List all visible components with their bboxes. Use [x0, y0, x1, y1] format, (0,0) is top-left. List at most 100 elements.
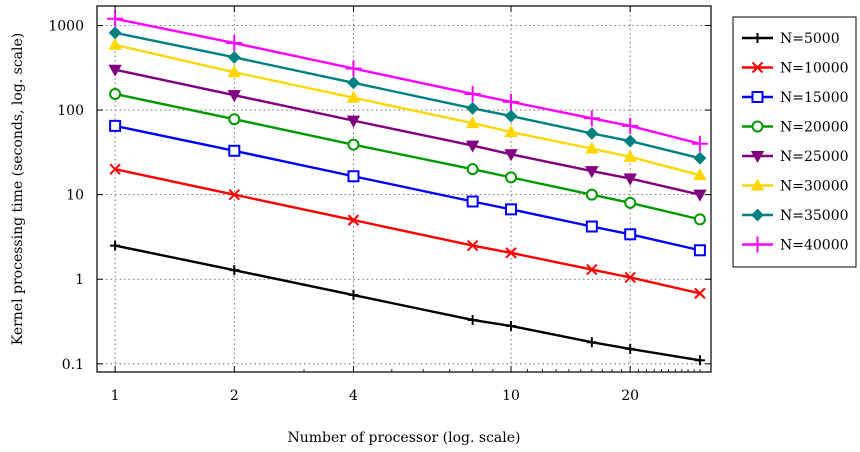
y-tick-label: 100: [57, 103, 84, 119]
series-n-25000: [108, 64, 707, 202]
data-point-marker: [226, 35, 243, 52]
data-point-marker: [585, 141, 599, 154]
data-point-marker: [466, 239, 479, 252]
x-axis-title: Number of processor (log. scale): [288, 430, 521, 446]
series-line: [114, 168, 701, 295]
series-lines: [107, 10, 708, 366]
data-point-marker: [623, 149, 637, 162]
data-point-marker: [346, 90, 361, 103]
data-point-marker: [623, 134, 637, 148]
data-point-marker: [693, 244, 706, 257]
data-point-marker: [751, 120, 764, 133]
series-n-5000: [110, 240, 705, 366]
data-point-marker: [505, 247, 517, 259]
legend-label: N=15000: [780, 90, 849, 106]
data-point-marker: [624, 196, 637, 209]
data-point-marker: [751, 61, 764, 74]
y-tick-label: 1: [75, 272, 84, 288]
x-tick-label: 4: [349, 388, 358, 404]
data-point-marker: [505, 171, 518, 184]
grid: [97, 6, 711, 372]
y-axis-title: Kernel processing time (seconds, log. sc…: [10, 33, 26, 346]
data-point-marker: [347, 138, 360, 151]
x-tick-label: 1: [111, 388, 120, 404]
data-point-marker: [466, 163, 479, 176]
legend-item: N=10000: [742, 61, 849, 77]
legend-label: N=30000: [780, 179, 849, 195]
series-n-10000: [109, 163, 706, 300]
axis-ticks: 1 2 4 10 20 0.1 1 10 100 1000: [48, 6, 711, 404]
data-point-marker: [345, 60, 362, 77]
plot-frame: [96, 5, 712, 373]
data-point-marker: [750, 151, 765, 164]
data-point-marker: [585, 166, 599, 179]
series-line: [114, 244, 701, 362]
legend-label: N=20000: [780, 120, 849, 136]
legend-label: N=5000: [780, 31, 840, 47]
data-point-marker: [109, 87, 122, 100]
data-point-marker: [505, 203, 518, 216]
legend-item: N=25000: [742, 149, 849, 165]
x-tick-label: 2: [230, 388, 239, 404]
y-tick-label: 10: [66, 188, 84, 204]
legend-item: N=40000: [742, 236, 849, 254]
data-point-marker: [624, 271, 636, 284]
data-point-marker: [110, 240, 121, 251]
data-point-marker: [348, 290, 359, 301]
data-point-marker: [504, 149, 518, 162]
data-point-marker: [752, 33, 763, 43]
data-point-marker: [625, 343, 636, 354]
series-line: [114, 124, 701, 252]
data-point-marker: [585, 126, 599, 140]
legend-label: N=25000: [780, 149, 849, 165]
data-point-marker: [465, 140, 480, 153]
legend-item: N=20000: [742, 120, 849, 136]
data-point-marker: [751, 91, 764, 103]
data-point-marker: [693, 213, 706, 226]
data-point-marker: [227, 65, 241, 78]
data-point-marker: [623, 173, 637, 186]
data-point-marker: [585, 188, 598, 201]
data-point-marker: [750, 178, 765, 191]
data-point-marker: [694, 287, 706, 300]
data-point-marker: [503, 93, 520, 110]
data-point-marker: [347, 76, 360, 90]
legend-label: N=35000: [780, 208, 849, 224]
series-line: [114, 31, 701, 160]
series-n-20000: [109, 87, 706, 226]
data-point-marker: [585, 220, 598, 233]
series-line: [114, 92, 701, 221]
data-point-marker: [108, 37, 122, 50]
series-line: [114, 68, 701, 196]
legend-item: N=35000: [742, 208, 849, 224]
data-point-marker: [228, 113, 241, 126]
data-point-marker: [624, 228, 637, 241]
data-point-marker: [228, 188, 240, 201]
series-line: [114, 17, 701, 145]
data-point-marker: [107, 10, 124, 27]
data-point-marker: [227, 50, 241, 64]
legend-item: N=30000: [742, 178, 849, 195]
data-point-marker: [465, 116, 480, 129]
legend-label: N=10000: [780, 61, 849, 77]
legend-box: [732, 16, 857, 268]
series-n-15000: [109, 119, 706, 257]
data-point-marker: [467, 314, 478, 325]
data-point-marker: [691, 135, 708, 152]
series-line: [114, 43, 701, 177]
data-point-marker: [693, 189, 707, 202]
legend: N=5000 N=10000 N=15000 N=20000 N=25000 N=3000…: [732, 16, 857, 268]
x-tick-label: 20: [621, 388, 639, 404]
y-tick-label: 0.1: [62, 357, 84, 373]
data-point-marker: [108, 26, 122, 40]
data-point-marker: [466, 101, 480, 115]
data-point-marker: [751, 208, 764, 222]
data-point-marker: [109, 163, 121, 175]
data-point-marker: [586, 263, 598, 276]
data-point-marker: [108, 64, 122, 77]
data-point-marker: [749, 236, 766, 253]
data-point-marker: [622, 117, 639, 134]
data-point-marker: [109, 119, 122, 132]
data-point-marker: [347, 170, 360, 183]
